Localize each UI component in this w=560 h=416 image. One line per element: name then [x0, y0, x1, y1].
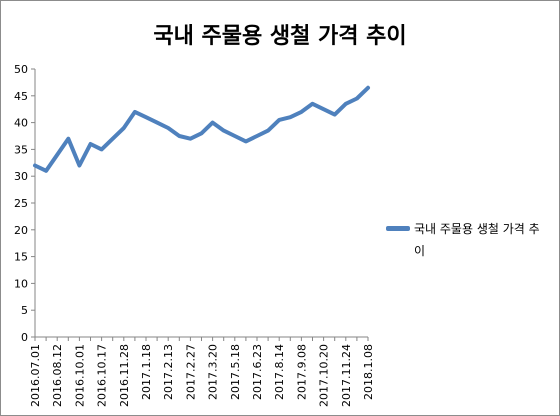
y-tick-label: 30 — [14, 170, 28, 183]
data-point — [366, 86, 370, 90]
x-tick-label: 2017.2.27 — [184, 344, 197, 400]
data-point — [77, 163, 81, 167]
legend-label: 국내 주물용 생철 가격 추이 — [414, 222, 540, 258]
data-point — [222, 129, 226, 133]
data-point — [344, 102, 348, 106]
data-point — [155, 121, 159, 125]
data-point — [333, 113, 337, 117]
x-tick-label: 2016.07.01 — [29, 344, 42, 407]
x-tick-label: 2017.9.08 — [295, 344, 308, 400]
data-point — [255, 134, 259, 138]
x-tick-label: 2016.11.28 — [118, 344, 131, 407]
y-tick-label: 45 — [14, 90, 28, 103]
data-point — [244, 139, 248, 143]
x-tick-label: 2016.10.17 — [96, 344, 109, 407]
data-point — [133, 110, 137, 114]
data-point — [355, 96, 359, 100]
x-tick-label: 2017.3.20 — [207, 344, 220, 400]
x-tick-label: 2017.2.13 — [162, 344, 175, 400]
data-point — [322, 107, 326, 111]
series-line — [33, 85, 370, 173]
data-point — [200, 131, 203, 135]
y-tick-label: 40 — [14, 117, 28, 130]
x-tick-label: 2016.10.01 — [73, 344, 86, 407]
y-tick-label: 25 — [14, 197, 28, 210]
data-point — [44, 169, 48, 173]
x-tick-label: 2017.8.14 — [273, 344, 286, 400]
data-point — [311, 102, 314, 106]
y-tick-label: 35 — [14, 143, 28, 156]
legend-swatch — [386, 226, 410, 231]
data-point — [144, 115, 148, 119]
y-tick-label: 15 — [14, 251, 28, 264]
x-tick-label: 2017.5.18 — [229, 344, 242, 400]
x-tick-label: 2017.6.23 — [251, 344, 264, 400]
data-point — [233, 134, 237, 138]
y-tick-label: 10 — [14, 277, 28, 290]
y-tick-label: 50 — [14, 63, 28, 76]
data-point — [55, 153, 59, 157]
y-tick-label: 5 — [21, 304, 28, 317]
data-point — [33, 163, 37, 167]
data-point — [89, 142, 92, 146]
x-tick-label: 2018.1.08 — [362, 344, 375, 400]
x-tick-label: 2016.08.12 — [51, 344, 64, 407]
chart-title: 국내 주물용 생철 가격 추이 — [153, 24, 407, 49]
y-tick-label: 20 — [14, 224, 28, 237]
data-point — [266, 129, 270, 133]
data-point — [288, 115, 292, 119]
data-point — [122, 126, 126, 130]
data-point — [111, 137, 115, 141]
data-point — [188, 137, 192, 141]
x-tick-label: 2017.1.18 — [140, 344, 153, 400]
data-point — [177, 134, 181, 138]
data-point — [211, 121, 215, 125]
data-point — [166, 126, 170, 130]
data-point — [299, 110, 303, 114]
data-point — [66, 137, 70, 141]
x-tick-label: 2017.10.20 — [318, 344, 331, 407]
x-tick-label: 2017.11.24 — [340, 344, 353, 407]
data-point — [100, 147, 104, 151]
data-point — [277, 118, 281, 122]
y-tick-label: 0 — [21, 331, 28, 344]
